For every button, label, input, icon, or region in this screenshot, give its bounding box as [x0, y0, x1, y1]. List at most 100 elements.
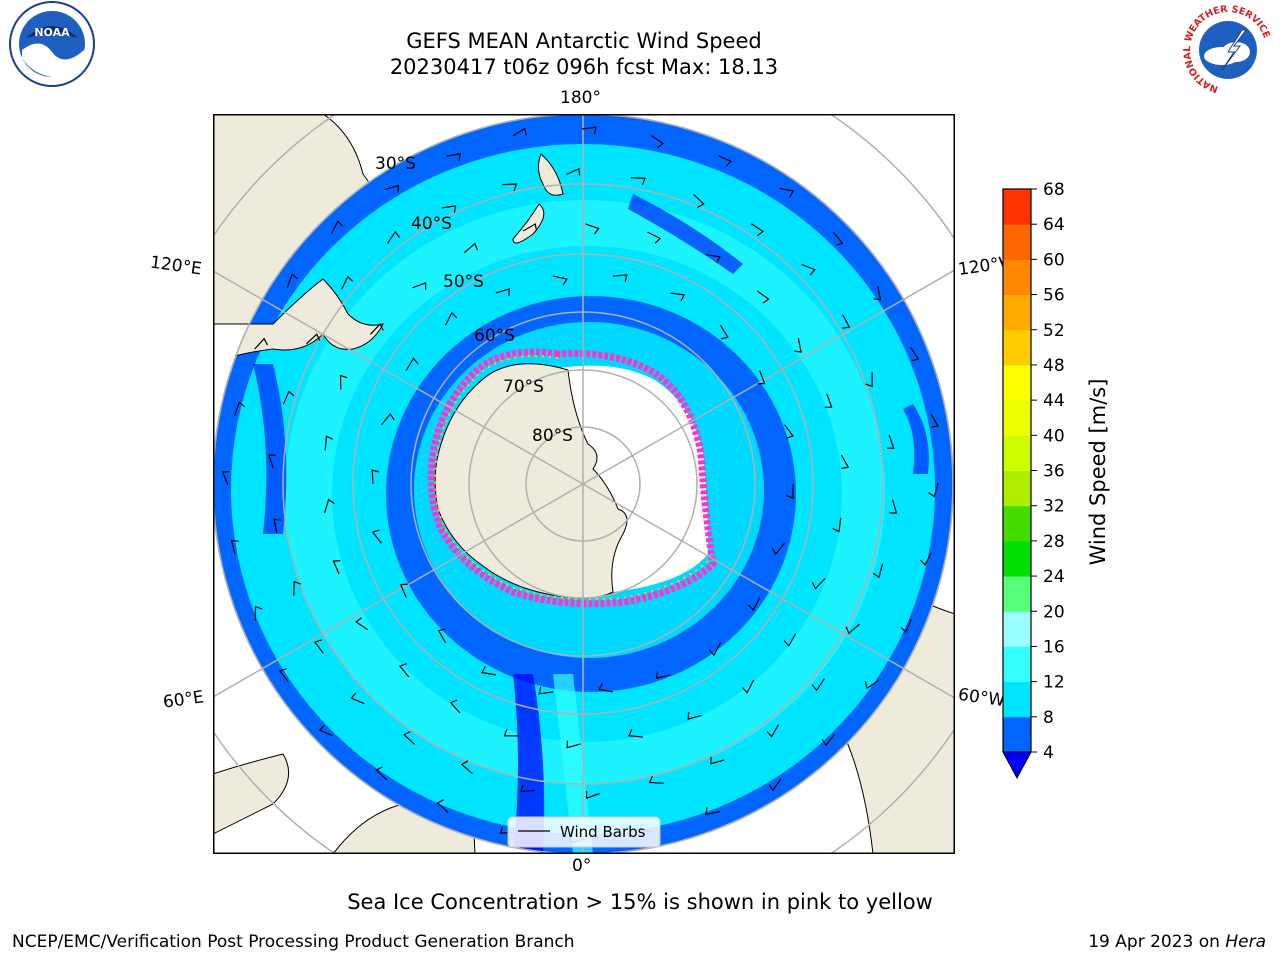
colorbar-swatch — [1003, 224, 1031, 260]
wind-barb — [630, 177, 646, 186]
colorbar-swatch — [1003, 189, 1031, 225]
host-name: Hera — [1225, 932, 1266, 952]
colorbar-tick-label: 16 — [1043, 637, 1065, 657]
wind-barb — [339, 374, 348, 390]
wind-barb — [412, 281, 427, 290]
wind-barb — [234, 401, 246, 416]
wind-barb — [768, 778, 782, 792]
lat-label-30s: 30°S — [375, 154, 416, 174]
colorbar-swatch — [1003, 505, 1031, 542]
wind-barb — [889, 499, 898, 514]
wind-barb — [581, 126, 597, 135]
wind-barb — [278, 668, 289, 683]
noaa-logo-text: NOAA — [34, 26, 70, 39]
wind-barb — [832, 517, 842, 533]
colorbar-swatch — [1003, 646, 1031, 683]
wind-barb — [282, 390, 295, 405]
wind-barb — [502, 183, 518, 191]
colorbar-swatch — [1003, 470, 1031, 507]
wind-barb — [784, 424, 794, 439]
wind-barb — [928, 482, 939, 498]
lon-label-0: 0° — [572, 856, 592, 876]
wind-barb — [371, 529, 382, 544]
wind-barb — [741, 679, 755, 694]
lon-label-60e: 60°E — [161, 687, 206, 713]
colorbar-swatch — [1003, 259, 1031, 296]
lat-label-70s: 70°S — [503, 377, 544, 397]
wind-barb — [865, 372, 873, 388]
wind-barb — [463, 242, 479, 254]
wind-barb — [585, 223, 600, 235]
map-legend: Wind Barbs — [507, 816, 661, 848]
wind-barb — [757, 370, 766, 385]
wind-barb — [254, 337, 269, 350]
colorbar-tick-label: 28 — [1043, 532, 1065, 552]
wind-barb — [864, 679, 880, 690]
wind-barb — [710, 756, 725, 765]
lat-label-40s: 40°S — [411, 214, 452, 234]
legend-label: Wind Barbs — [560, 823, 646, 841]
colorbar-tick-label: 60 — [1043, 250, 1065, 270]
wind-barb — [670, 292, 686, 302]
colorbar-tick-label: 4 — [1043, 743, 1054, 763]
colorbar-tick-label: 32 — [1043, 497, 1065, 517]
wind-barb — [717, 155, 732, 167]
colorbar-tick-label: 64 — [1043, 215, 1065, 235]
wind-barb — [786, 484, 794, 499]
lat-label-60s: 60°S — [474, 326, 515, 346]
noaa-logo: NOAA — [9, 1, 95, 87]
wind-barb — [399, 583, 408, 598]
wind-barb — [512, 127, 527, 137]
wind-barb — [628, 729, 643, 738]
wind-barb — [306, 333, 321, 345]
wind-barb — [648, 775, 664, 784]
wind-barb — [647, 231, 662, 244]
chart-title: GEFS MEAN Antarctic Wind Speed — [406, 29, 762, 53]
colorbar-swatch — [1003, 540, 1031, 577]
date-stamp: 19 Apr 2023 on Hera — [1088, 932, 1266, 952]
wind-barb — [771, 542, 785, 556]
wind-barb — [650, 135, 665, 149]
chart-subtitle: 20230417 t06z 096h fcst Max: 18.13 — [389, 55, 779, 79]
wind-barb — [566, 740, 581, 749]
wind-barb — [565, 167, 581, 176]
wind-barb — [832, 231, 844, 247]
wind-barb — [693, 193, 705, 208]
wind-barb — [919, 552, 932, 566]
colorbar-tick-label: 52 — [1043, 321, 1065, 341]
wind-barb — [286, 273, 298, 288]
colorbar-tick-label: 44 — [1043, 391, 1065, 411]
credit-line: NCEP/EMC/Verification Post Processing Pr… — [12, 932, 575, 952]
wind-barb — [230, 539, 239, 555]
colorbar-under-arrow — [1002, 751, 1032, 780]
wind-barb — [821, 733, 836, 747]
wind-barb — [273, 518, 282, 534]
wind-barb — [552, 275, 568, 286]
wind-barb — [314, 639, 324, 654]
wind-barb — [708, 642, 722, 657]
wind-barb — [747, 597, 761, 612]
wind-barb — [436, 799, 449, 813]
colorbar-label: Wind Speed [m/s] — [1086, 378, 1110, 566]
wind-barb — [460, 760, 473, 775]
colorbar-swatch — [1003, 435, 1031, 471]
colorbar-tick-label: 36 — [1043, 462, 1065, 482]
wind-barb — [751, 223, 765, 237]
wind-barb — [341, 275, 354, 290]
wind-barb — [910, 346, 920, 362]
wind-barb — [355, 617, 369, 631]
wind-barb — [612, 274, 628, 282]
wind-barb — [756, 290, 770, 304]
colorbar-tick-label: 48 — [1043, 356, 1065, 376]
colorbar-tick-label: 68 — [1043, 180, 1065, 200]
wind-barb — [873, 285, 882, 301]
wind-barb — [375, 766, 388, 781]
colorbar-tick-label: 24 — [1043, 567, 1065, 587]
wind-barb — [293, 580, 302, 596]
wind-barb — [441, 205, 457, 213]
colorbar-tick-label: 20 — [1043, 602, 1065, 622]
polar-wind-map: 30°S 40°S 50°S 60°S 70°S 80°S Wind Barbs — [213, 114, 955, 854]
wind-barb — [399, 663, 410, 678]
wind-barb — [221, 471, 230, 486]
